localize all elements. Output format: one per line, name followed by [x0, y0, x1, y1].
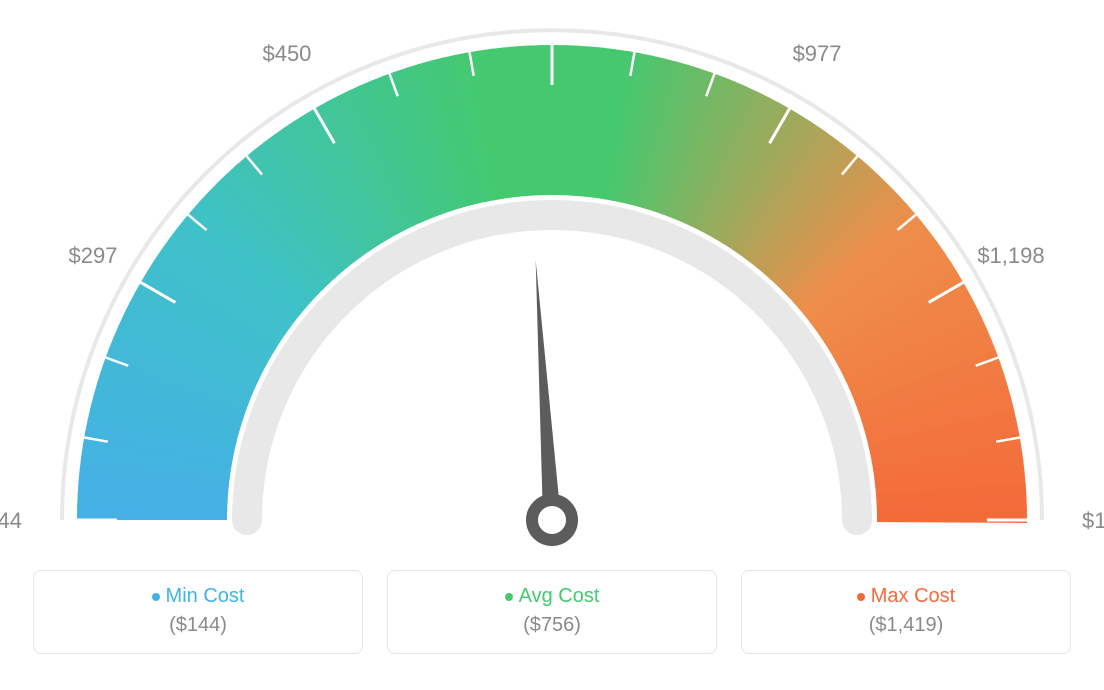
legend-card-avg: Avg Cost ($756): [387, 570, 717, 654]
legend-title-text: Avg Cost: [519, 585, 600, 607]
gauge-chart: $144$297$450$756$977$1,198$1,419: [0, 0, 1104, 560]
legend-title: Min Cost: [44, 585, 352, 608]
legend-card-max: Max Cost ($1,419): [741, 570, 1071, 654]
gauge-svg: $144$297$450$756$977$1,198$1,419: [0, 0, 1104, 560]
legend-value: ($144): [44, 614, 352, 637]
gauge-needle: [536, 261, 561, 521]
legend-dot-icon: [857, 593, 865, 601]
legend-row: Min Cost ($144) Avg Cost ($756) Max Cost ($1,…: [0, 570, 1104, 654]
legend-dot-icon: [505, 593, 513, 601]
legend-title: Max Cost: [752, 585, 1060, 608]
gauge-tick-label: $297: [69, 243, 118, 268]
gauge-tick-label: $977: [793, 41, 842, 66]
gauge-needle-hub: [532, 500, 572, 540]
gauge-tick-label: $1,198: [977, 243, 1044, 268]
legend-dot-icon: [152, 593, 160, 601]
legend-title-text: Min Cost: [166, 585, 245, 607]
gauge-tick-label: $144: [0, 508, 22, 533]
gauge-tick-label: $1,419: [1082, 508, 1104, 533]
legend-value: ($1,419): [752, 614, 1060, 637]
legend-title: Avg Cost: [398, 585, 706, 608]
legend-value: ($756): [398, 614, 706, 637]
legend-card-min: Min Cost ($144): [33, 570, 363, 654]
gauge-tick-label: $450: [262, 41, 311, 66]
legend-title-text: Max Cost: [871, 585, 955, 607]
